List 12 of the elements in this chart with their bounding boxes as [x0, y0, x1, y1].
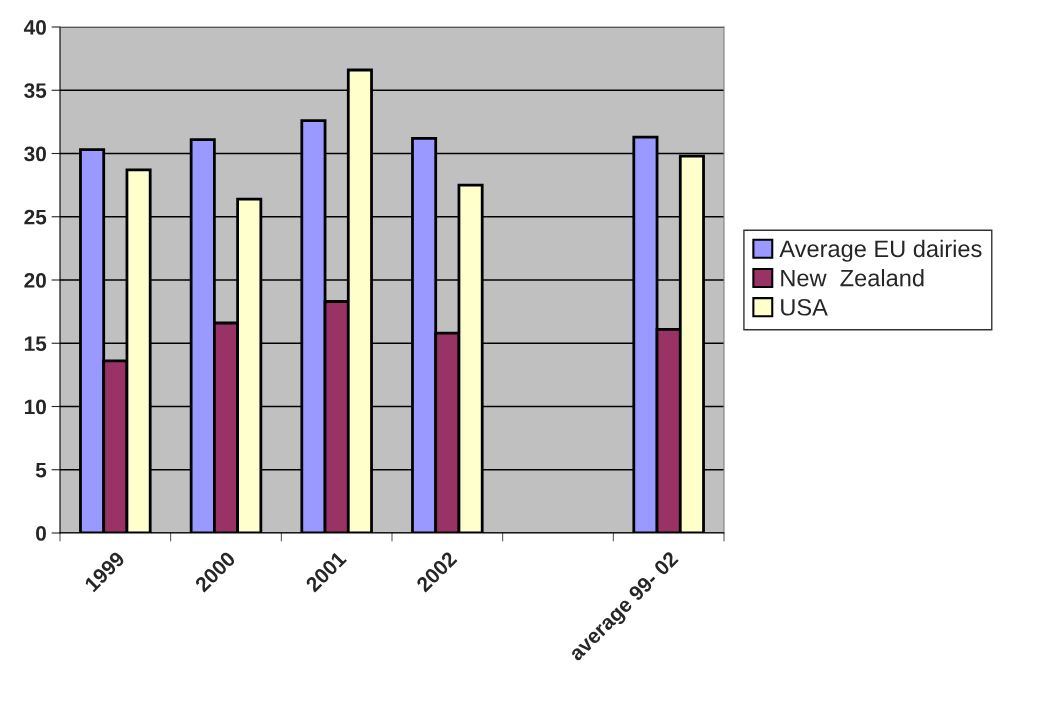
y-tick-label: 30 [24, 146, 46, 162]
legend-label: USA [781, 298, 828, 316]
y-tick-label: 10 [24, 399, 46, 415]
legend-label: Average EU dairies [779, 239, 982, 262]
y-tick-label: 0 [36, 526, 46, 541]
y-tick-label: 40 [23, 20, 46, 35]
y-tick-label: 35 [24, 83, 47, 99]
y-tick-label: 20 [24, 273, 46, 288]
legend-label: New Zealand [781, 269, 924, 287]
y-tick-label: 15 [24, 336, 47, 351]
y-tick-label: 5 [35, 462, 47, 478]
y-tick-label: 25 [24, 209, 47, 225]
